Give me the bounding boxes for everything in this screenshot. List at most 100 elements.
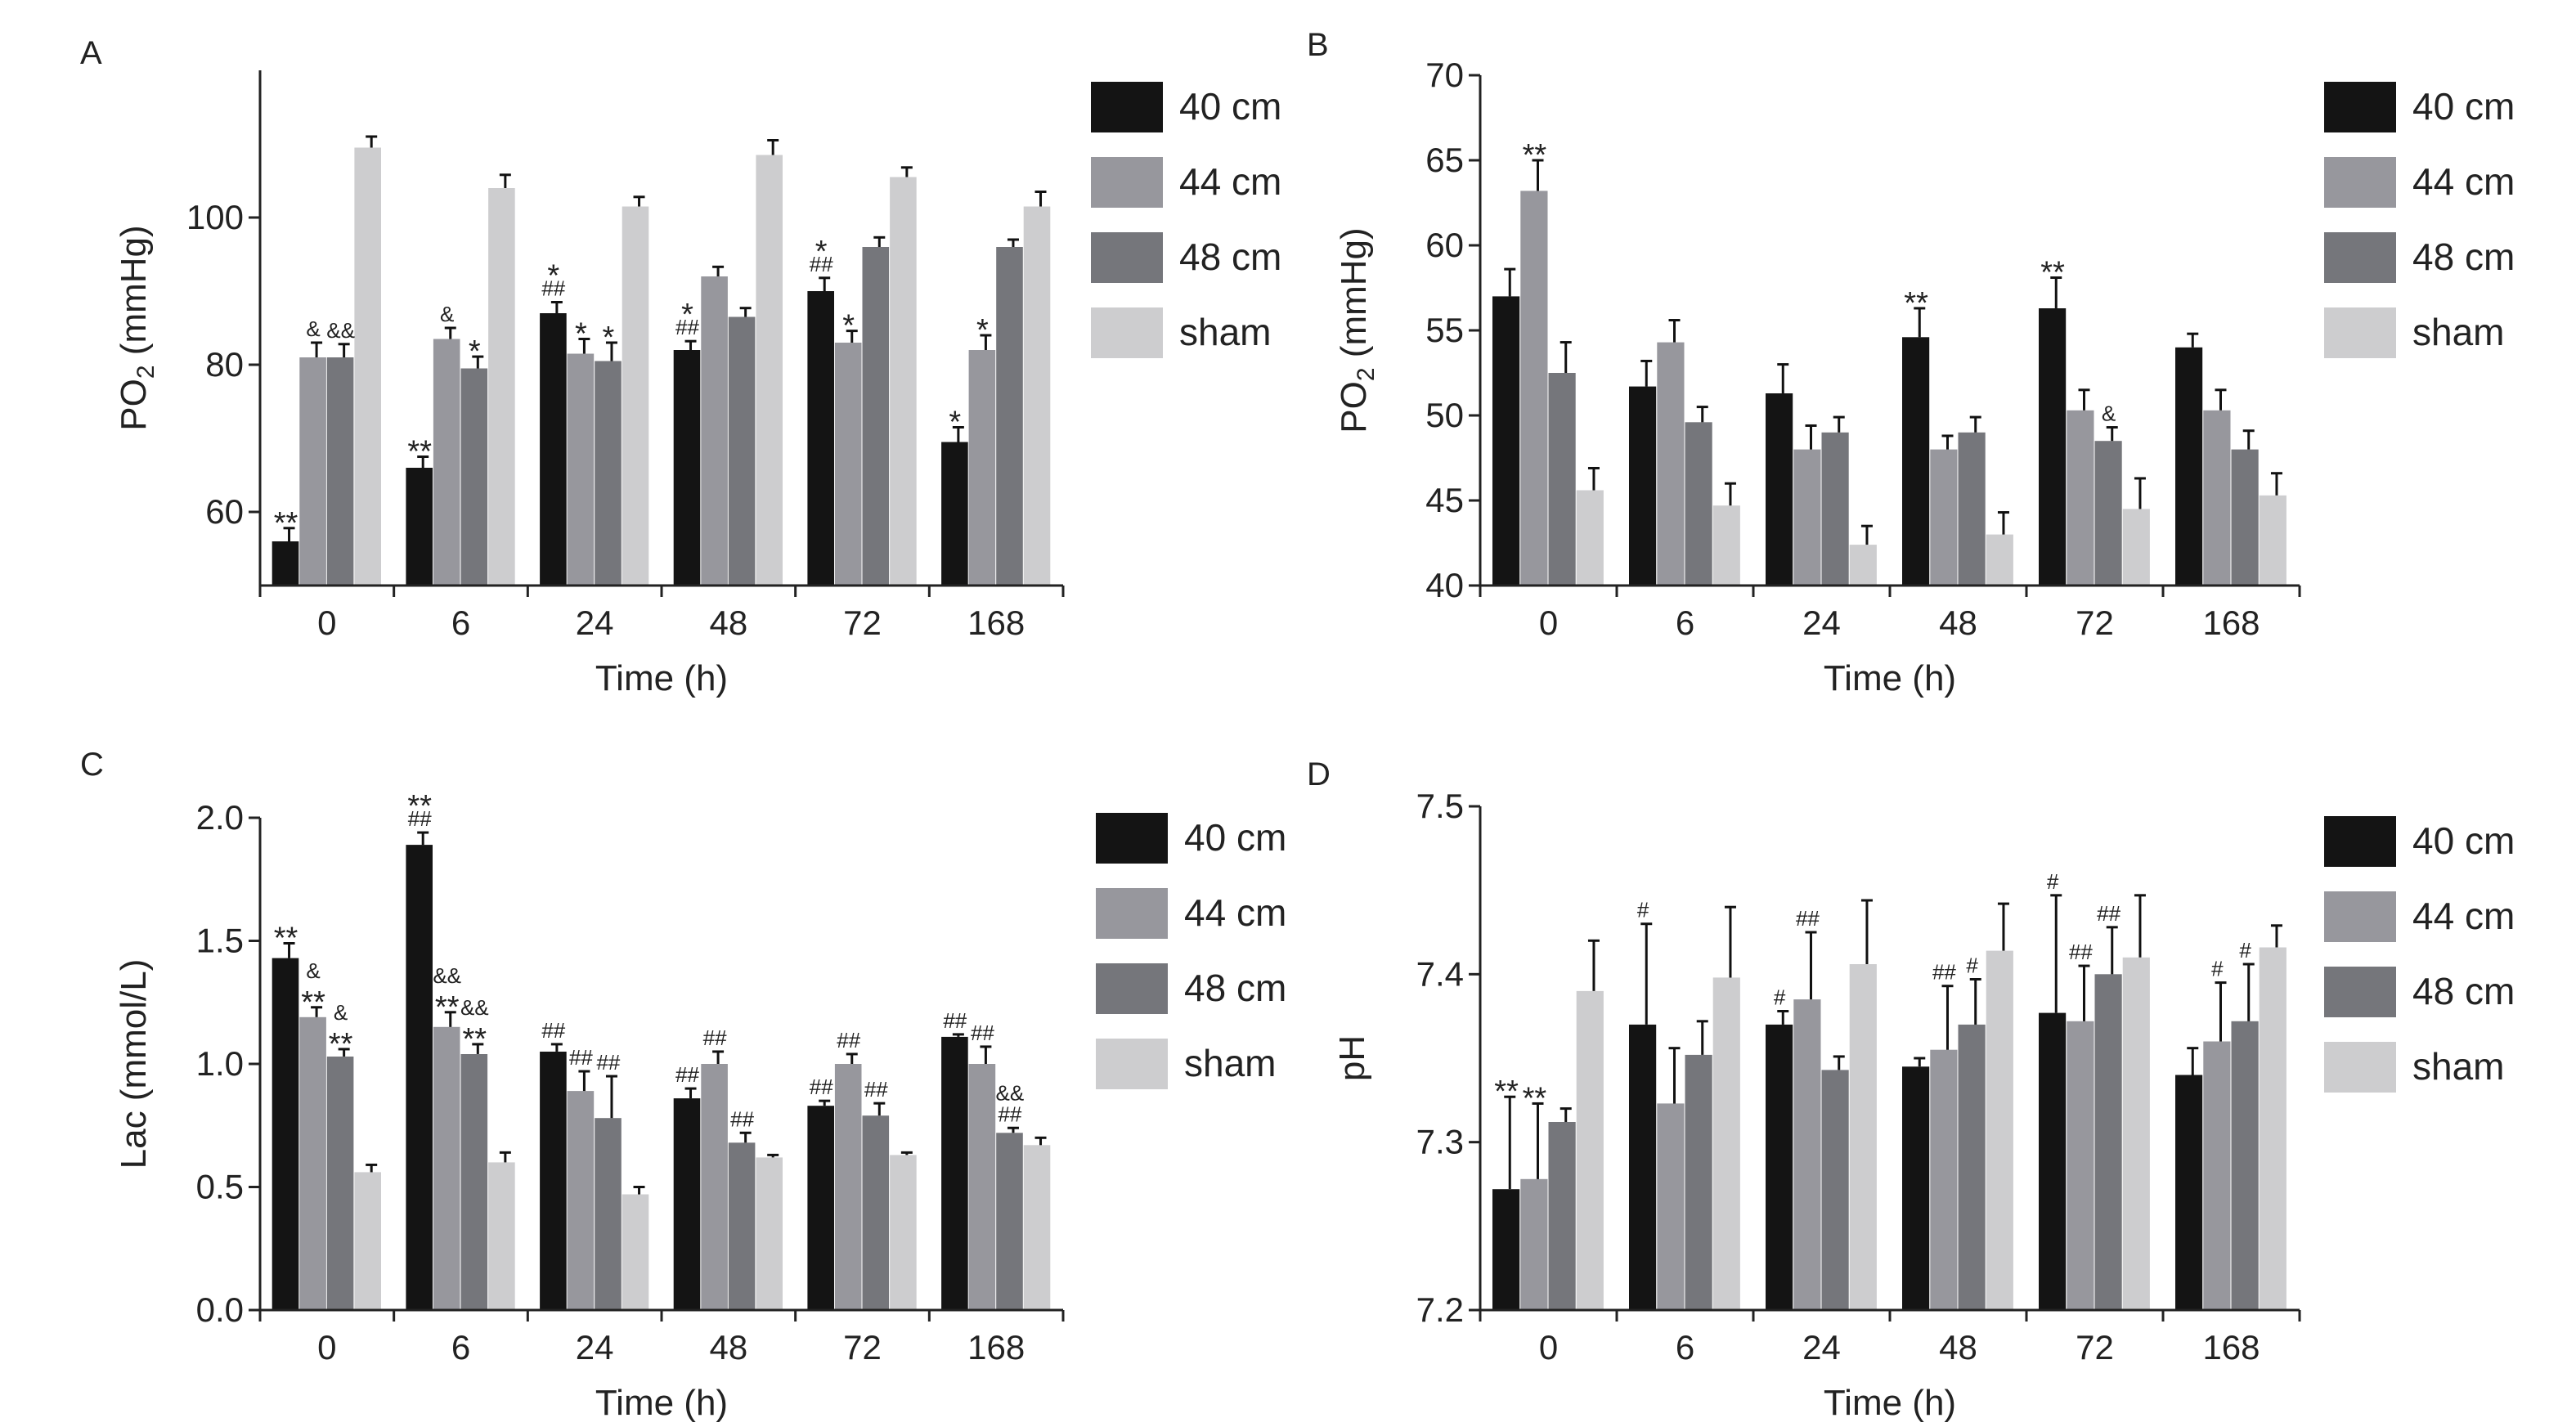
bar-48cm-6 [460, 1054, 488, 1310]
significance-mark: ## [810, 252, 833, 276]
significance-mark: * [681, 298, 693, 332]
y-tick-label: 0.0 [196, 1290, 244, 1329]
bar-44cm-6 [1657, 1103, 1685, 1310]
bar-48cm-0 [326, 357, 354, 586]
y-tick-label: 1.5 [196, 922, 244, 960]
bar-48cm-6 [460, 368, 488, 586]
y-axis-label: pH [1332, 1035, 1372, 1081]
significance-mark: * [469, 334, 481, 369]
significance-mark: * [842, 309, 855, 343]
significance-mark: ** [301, 985, 325, 1020]
y-axis-label-main: PO [1334, 381, 1374, 433]
x-axis-label: Time (h) [1824, 1383, 1956, 1423]
legend-swatch-sham [1096, 1039, 1168, 1089]
bar-40cm-72 [2039, 1012, 2067, 1310]
legend-label: sham [2412, 311, 2504, 353]
bar-48cm-168 [2231, 449, 2259, 586]
bar-sham-6 [1712, 977, 1740, 1310]
significance-mark: ** [463, 1022, 487, 1057]
bar-44cm-6 [433, 1026, 460, 1310]
x-tick-label: 24 [576, 1328, 614, 1366]
legend-label: 40 cm [1184, 816, 1286, 859]
significance-mark: ## [569, 1045, 593, 1070]
bar-40cm-168 [2175, 347, 2203, 586]
significance-mark: ## [541, 1018, 565, 1043]
bar-sham-6 [1712, 505, 1740, 586]
bar-44cm-0 [1520, 1178, 1548, 1310]
significance-mark: ** [274, 922, 298, 956]
bar-44cm-0 [299, 1016, 326, 1310]
y-tick-label: 100 [186, 198, 244, 236]
bar-40cm-6 [406, 845, 433, 1310]
bar-48cm-72 [2094, 974, 2122, 1310]
y-tick-label: 7.3 [1416, 1123, 1464, 1161]
bar-44cm-72 [2067, 1021, 2094, 1310]
significance-mark: * [815, 235, 828, 269]
significance-mark: && [996, 1080, 1025, 1105]
x-tick-label: 168 [2202, 604, 2260, 642]
x-axis-label: Time (h) [595, 658, 728, 698]
bar-sham-24 [1849, 964, 1877, 1310]
significance-mark: ** [329, 1027, 353, 1061]
significance-mark: & [334, 1000, 348, 1025]
bar-40cm-24 [1766, 393, 1793, 586]
y-tick-label: 60 [205, 492, 244, 531]
bar-48cm-24 [595, 361, 622, 586]
significance-mark: ## [2069, 940, 2093, 964]
bar-40cm-0 [1492, 296, 1520, 586]
bar-48cm-0 [1548, 1122, 1576, 1310]
x-tick-label: 24 [1802, 1328, 1841, 1366]
x-tick-label: 0 [1539, 604, 1558, 642]
bar-40cm-6 [406, 468, 433, 586]
significance-mark: & [306, 316, 320, 341]
bar-44cm-168 [2203, 410, 2231, 586]
significance-mark: ## [1932, 960, 1956, 985]
legend-swatch-48cm [1091, 232, 1163, 283]
x-tick-label: 168 [967, 1328, 1025, 1366]
bar-sham-24 [1849, 545, 1877, 586]
x-tick-label: 48 [709, 1328, 747, 1366]
legend-swatch-40cm [1091, 82, 1163, 132]
legend-swatch-48cm [2324, 967, 2396, 1017]
y-axis-label-unit: (mmHg) [1334, 227, 1374, 367]
y-tick-label: 1.0 [196, 1044, 244, 1083]
significance-mark: * [575, 317, 587, 352]
legend-label: sham [2412, 1045, 2504, 1088]
x-tick-label: 48 [709, 604, 747, 642]
bar-sham-72 [2122, 509, 2150, 586]
y-tick-label: 2.0 [196, 798, 244, 837]
significance-mark: && [326, 318, 355, 343]
legend-label: 40 cm [1179, 85, 1281, 128]
bar-sham-6 [488, 188, 515, 586]
y-axis-label-unit: (mmHg) [114, 225, 154, 365]
significance-mark: ## [596, 1050, 620, 1075]
bar-44cm-24 [567, 1091, 595, 1310]
bar-sham-0 [354, 1172, 381, 1310]
panel-letter: C [80, 747, 104, 783]
significance-mark: # [2211, 957, 2224, 981]
significance-mark: ## [2097, 901, 2120, 926]
y-tick-label: 50 [1425, 396, 1464, 434]
legend-swatch-40cm [2324, 82, 2396, 132]
x-tick-label: 168 [2202, 1328, 2260, 1366]
bar-sham-168 [2259, 947, 2287, 1310]
y-axis-label-subscript: 2 [132, 365, 159, 379]
significance-mark: * [949, 406, 961, 440]
bar-sham-168 [1023, 206, 1051, 586]
panel-b: B ** ** ** & 40 45 50 55 60 65 70 0 6 24 48 72 168 Time (h… [1307, 27, 2515, 698]
bar-sham-48 [756, 1157, 783, 1310]
bar-sham-72 [890, 177, 917, 586]
legend-swatch-44cm [1096, 888, 1168, 939]
significance-mark: ## [541, 276, 565, 301]
bar-40cm-72 [2039, 308, 2067, 586]
significance-mark: ## [675, 1062, 699, 1087]
bar-44cm-0 [299, 357, 326, 586]
panel-d: D** **###### ########7.27.37.47.50 6 24 48 72 1… [1307, 756, 2515, 1423]
significance-mark: ** [274, 506, 298, 541]
significance-mark: ** [1523, 138, 1547, 173]
bar-48cm-72 [862, 1115, 890, 1310]
legend-swatch-40cm [2324, 816, 2396, 867]
